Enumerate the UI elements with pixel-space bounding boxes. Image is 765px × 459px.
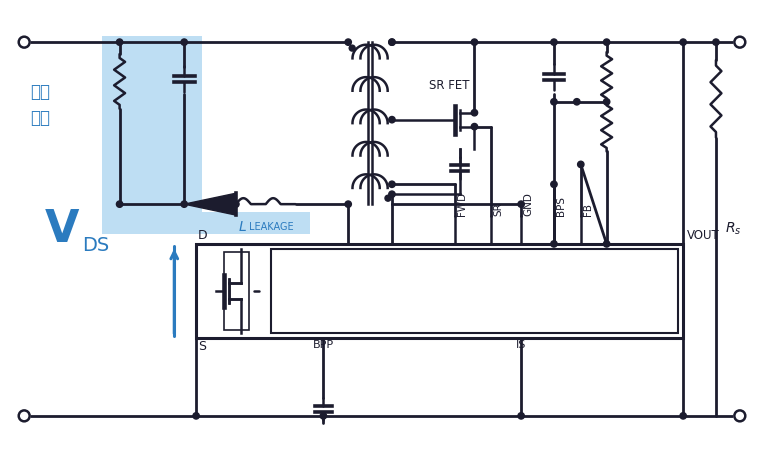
Circle shape bbox=[18, 410, 30, 422]
Text: GND: GND bbox=[523, 192, 533, 216]
Circle shape bbox=[389, 117, 396, 123]
Text: 初级
钳位: 初级 钳位 bbox=[30, 83, 50, 127]
Circle shape bbox=[518, 201, 524, 207]
Circle shape bbox=[389, 39, 396, 45]
Text: SR FET: SR FET bbox=[429, 79, 470, 92]
Circle shape bbox=[471, 123, 477, 130]
Circle shape bbox=[680, 413, 686, 419]
Circle shape bbox=[181, 39, 187, 45]
Circle shape bbox=[551, 241, 557, 247]
Circle shape bbox=[604, 39, 610, 45]
Circle shape bbox=[385, 195, 391, 201]
Circle shape bbox=[389, 39, 396, 45]
Circle shape bbox=[713, 39, 719, 45]
Text: 次级控制IC: 次级控制IC bbox=[450, 297, 494, 309]
Text: FWD: FWD bbox=[457, 192, 467, 216]
Text: $\mathbf{V}$: $\mathbf{V}$ bbox=[44, 207, 80, 251]
Circle shape bbox=[321, 413, 327, 419]
Text: $R_s$: $R_s$ bbox=[725, 221, 741, 237]
Circle shape bbox=[604, 241, 610, 247]
Circle shape bbox=[181, 201, 187, 207]
Text: BPS: BPS bbox=[556, 196, 566, 216]
Polygon shape bbox=[184, 193, 236, 215]
Text: BPP: BPP bbox=[313, 340, 334, 350]
Circle shape bbox=[551, 39, 557, 45]
Text: D: D bbox=[198, 229, 208, 242]
Circle shape bbox=[734, 36, 746, 48]
Text: S: S bbox=[198, 340, 206, 353]
Circle shape bbox=[349, 45, 355, 51]
Circle shape bbox=[604, 99, 610, 105]
Polygon shape bbox=[102, 36, 311, 234]
Circle shape bbox=[551, 99, 557, 105]
Circle shape bbox=[18, 36, 30, 48]
Circle shape bbox=[518, 413, 524, 419]
Bar bbox=[196, 244, 683, 338]
Circle shape bbox=[116, 39, 122, 45]
Text: SR: SR bbox=[493, 202, 503, 216]
Circle shape bbox=[551, 181, 557, 187]
Circle shape bbox=[389, 181, 396, 187]
Bar bbox=[271, 249, 679, 333]
Circle shape bbox=[116, 201, 122, 207]
Text: DS: DS bbox=[82, 236, 109, 255]
Circle shape bbox=[574, 99, 580, 105]
Text: VOUT: VOUT bbox=[687, 229, 720, 242]
Circle shape bbox=[389, 191, 396, 197]
Circle shape bbox=[734, 410, 746, 422]
Circle shape bbox=[345, 39, 351, 45]
Circle shape bbox=[233, 201, 239, 207]
Circle shape bbox=[471, 110, 477, 116]
Bar bbox=[224, 252, 249, 330]
Text: FB: FB bbox=[583, 203, 593, 216]
Circle shape bbox=[578, 161, 584, 168]
Text: LEAKAGE: LEAKAGE bbox=[249, 222, 294, 232]
Text: $L$: $L$ bbox=[238, 220, 247, 234]
Circle shape bbox=[193, 413, 200, 419]
Text: IS: IS bbox=[516, 340, 526, 350]
Circle shape bbox=[345, 201, 351, 207]
Circle shape bbox=[680, 39, 686, 45]
Circle shape bbox=[471, 39, 477, 45]
